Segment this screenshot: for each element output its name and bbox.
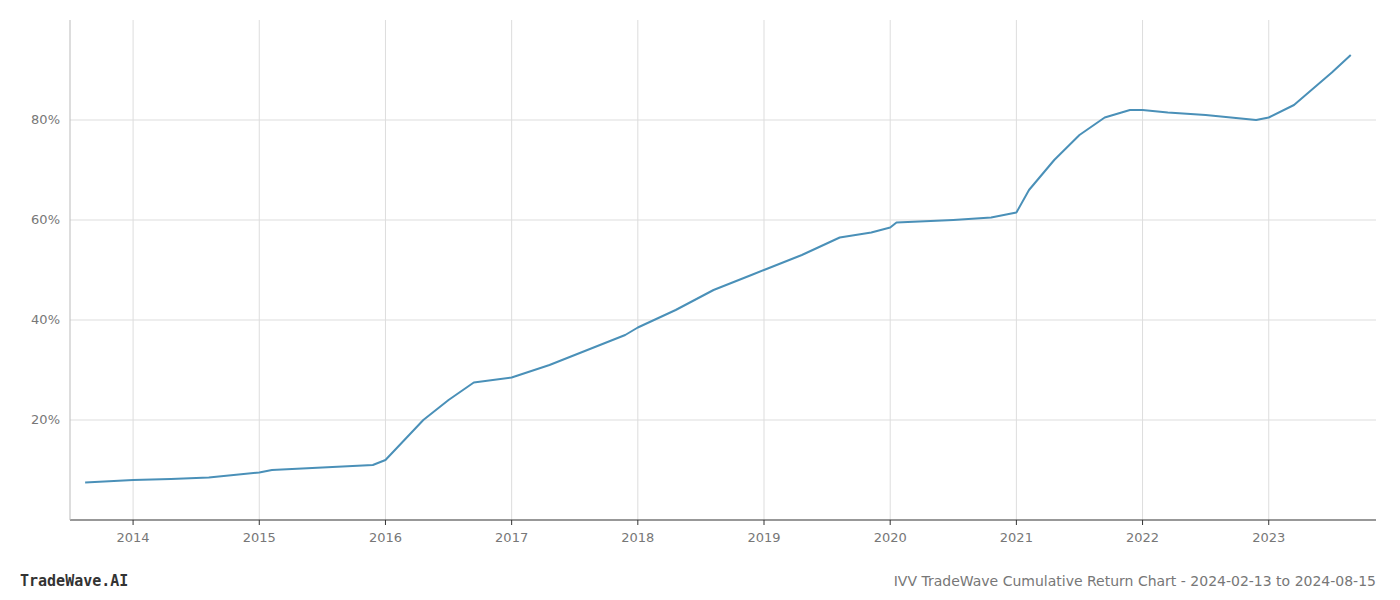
grid-line (637, 20, 638, 520)
plot-area (85, 55, 1351, 483)
grid-line (890, 20, 891, 520)
grid-line (133, 20, 134, 520)
y-tick-label: 40% (31, 312, 60, 327)
x-tick-label: 2023 (1252, 530, 1285, 545)
grid-line (1016, 20, 1017, 520)
grid-line (70, 120, 1376, 121)
x-tick-mark (637, 520, 638, 525)
grid-line (70, 320, 1376, 321)
grid-line (259, 20, 260, 520)
y-tick-label: 60% (31, 212, 60, 227)
x-tick-mark (1142, 520, 1143, 525)
grid (70, 20, 1376, 520)
grid-line (70, 420, 1376, 421)
x-tick-label: 2015 (243, 530, 276, 545)
x-tick-mark (890, 520, 891, 525)
x-axis-line (70, 519, 1376, 520)
grid-line (511, 20, 512, 520)
x-tick-label: 2022 (1126, 530, 1159, 545)
x-tick-label: 2021 (1000, 530, 1033, 545)
chart-container: 20% 40% 60% 80% 2014 2015 2016 2017 2018 2019 2020… (0, 0, 1400, 600)
y-tick-label: 20% (31, 412, 60, 427)
x-tick-label: 2017 (495, 530, 528, 545)
x-tick-label: 2016 (369, 530, 402, 545)
line-series (85, 55, 1351, 483)
grid-line (1268, 20, 1269, 520)
title: IVV TradeWave Cumulative Return Chart - … (894, 573, 1376, 589)
x-tick-mark (133, 520, 134, 525)
watermark: TradeWave.AI (20, 572, 128, 590)
x-tick-label: 2014 (117, 530, 150, 545)
y-axis-line (70, 20, 71, 520)
x-tick-mark (1268, 520, 1269, 525)
chart-svg: 20% 40% 60% 80% 2014 2015 2016 2017 2018 2019 2020… (0, 0, 1400, 600)
x-tick-label: 2018 (621, 530, 654, 545)
x-tick-label: 2020 (874, 530, 907, 545)
x-tick-label: 2019 (747, 530, 780, 545)
y-tick-label: 80% (31, 112, 60, 127)
x-tick-mark (385, 520, 386, 525)
x-tick-mark (259, 520, 260, 525)
grid-line (385, 20, 386, 520)
grid-line (1142, 20, 1143, 520)
x-tick-mark (511, 520, 512, 525)
x-tick-mark (764, 520, 765, 525)
grid-line (70, 220, 1376, 221)
x-tick-mark (1016, 520, 1017, 525)
